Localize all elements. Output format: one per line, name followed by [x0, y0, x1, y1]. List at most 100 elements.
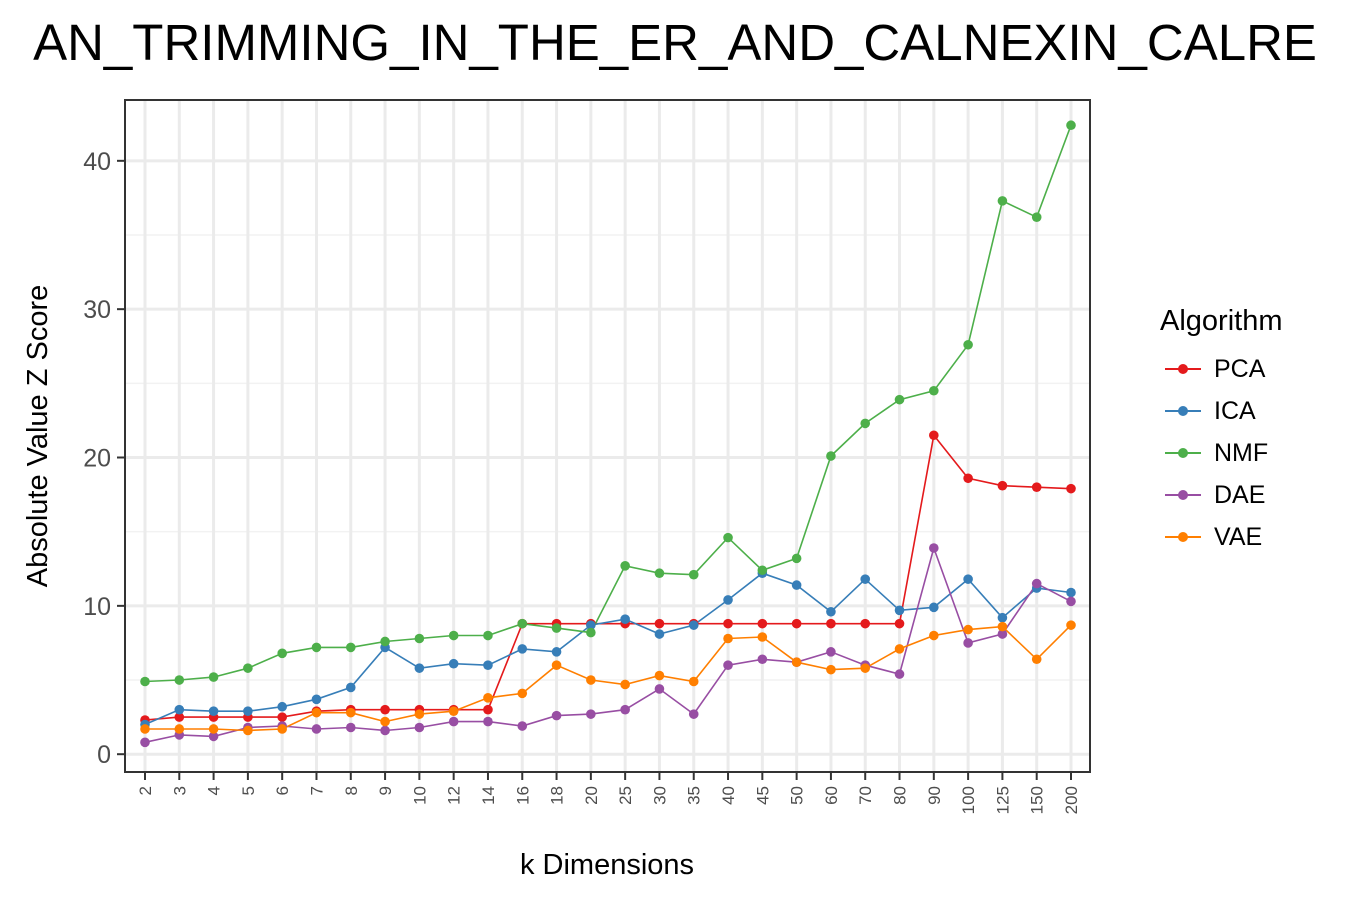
data-point-vae [826, 664, 836, 675]
data-point-dae [654, 684, 665, 694]
x-tick-label: 25 [616, 786, 635, 805]
data-point-dae [757, 654, 768, 665]
data-point-vae [174, 724, 185, 734]
data-point-pca [791, 618, 802, 629]
x-tick-label: 4 [205, 786, 224, 795]
data-point-nmf [757, 565, 768, 576]
data-point-ica [826, 606, 836, 617]
data-point-dae [1066, 596, 1076, 607]
legend-items: PCA ICA NMF DAE VAE [1160, 348, 1283, 558]
y-tick-label: 20 [83, 445, 111, 473]
data-point-ica [517, 644, 528, 654]
x-tick-label: 70 [856, 786, 875, 805]
y-tick-label: 10 [83, 593, 111, 621]
data-point-vae [894, 644, 905, 654]
data-point-vae [208, 724, 219, 734]
data-point-vae [1066, 620, 1076, 630]
data-point-ica [208, 706, 219, 716]
data-point-vae [140, 724, 150, 734]
data-point-pca [654, 618, 665, 629]
data-point-pca [963, 473, 973, 484]
data-point-ica [620, 614, 630, 625]
data-point-vae [620, 679, 630, 690]
data-point-vae [448, 706, 459, 716]
x-tick-label: 100 [959, 786, 978, 814]
legend-key-swatch [1160, 359, 1206, 379]
data-point-pca [1066, 483, 1076, 494]
data-point-dae [688, 709, 699, 719]
data-point-dae [586, 709, 596, 719]
data-point-dae [551, 710, 562, 721]
data-point-vae [757, 632, 768, 642]
data-point-ica [277, 701, 287, 712]
data-point-pca [860, 618, 871, 629]
plot-panel-border [124, 99, 1091, 773]
data-point-vae [517, 688, 528, 699]
data-point-pca [826, 618, 836, 629]
minor-gridlines [125, 234, 1090, 681]
legend-key-swatch [1160, 527, 1206, 547]
data-point-nmf [826, 451, 836, 461]
chart-title: AN_TRIMMING_IN_THE_ER_AND_CALNEXIN_CALRE [0, 8, 1350, 88]
x-tick-label: 7 [307, 786, 326, 795]
data-point-vae [483, 693, 493, 703]
data-point-pca [723, 618, 733, 629]
data-point-vae [1031, 654, 1042, 665]
data-point-ica [894, 605, 905, 616]
legend: Algorithm PCA ICA NMF DAE VAE [1160, 305, 1283, 558]
data-point-ica [791, 580, 802, 590]
data-point-ica [654, 629, 665, 639]
data-point-ica [1066, 587, 1076, 598]
data-point-ica [414, 663, 425, 673]
data-point-vae [414, 709, 425, 719]
legend-label: PCA [1214, 354, 1266, 383]
y-tick-label: 30 [83, 296, 111, 324]
chart-title-text: AN_TRIMMING_IN_THE_ER_AND_CALNEXIN_CALRE [33, 14, 1317, 71]
data-point-dae [997, 629, 1008, 639]
x-tick-label: 80 [891, 786, 910, 805]
x-tick-label: 30 [650, 786, 669, 805]
data-point-vae [311, 707, 322, 718]
x-tick-label: 45 [753, 786, 772, 805]
data-point-ica [551, 647, 562, 657]
x-tick-label: 60 [822, 786, 841, 805]
legend-item-vae: VAE [1160, 516, 1283, 558]
data-point-ica [345, 682, 356, 693]
x-tick-label: 35 [685, 786, 704, 805]
x-tick-label: 5 [239, 786, 258, 795]
x-axis-label: k Dimensions [520, 849, 694, 881]
data-point-dae [311, 724, 322, 734]
data-point-vae [791, 657, 802, 668]
data-point-nmf [791, 553, 802, 564]
data-point-vae [345, 707, 356, 718]
legend-item-nmf: NMF [1160, 432, 1283, 474]
data-point-vae [929, 630, 939, 641]
data-point-vae [688, 676, 699, 687]
data-point-dae [517, 721, 528, 731]
x-tick-label: 10 [410, 786, 429, 805]
data-point-dae [483, 716, 493, 727]
data-point-nmf [620, 561, 630, 571]
data-point-vae [380, 716, 390, 727]
data-point-dae [208, 731, 219, 742]
data-point-vae [277, 724, 287, 734]
data-point-vae [654, 670, 665, 681]
x-tick-label: 18 [548, 786, 567, 805]
x-tick-label: 20 [582, 786, 601, 805]
legend-key-swatch [1160, 401, 1206, 421]
x-tick-label: 9 [376, 786, 395, 795]
x-tick-label: 3 [170, 786, 189, 795]
series-line-nmf [144, 124, 1072, 683]
data-point-vae [997, 621, 1008, 632]
data-point-nmf [345, 642, 356, 653]
data-point-dae [723, 660, 733, 670]
x-tick-label: 8 [342, 786, 361, 795]
data-point-dae [1031, 578, 1042, 589]
data-point-pca [997, 480, 1008, 491]
data-point-ica [311, 694, 322, 705]
x-tick-label: 90 [925, 786, 944, 805]
data-point-ica [586, 620, 596, 630]
data-point-dae [929, 543, 939, 553]
data-point-dae [620, 704, 630, 715]
